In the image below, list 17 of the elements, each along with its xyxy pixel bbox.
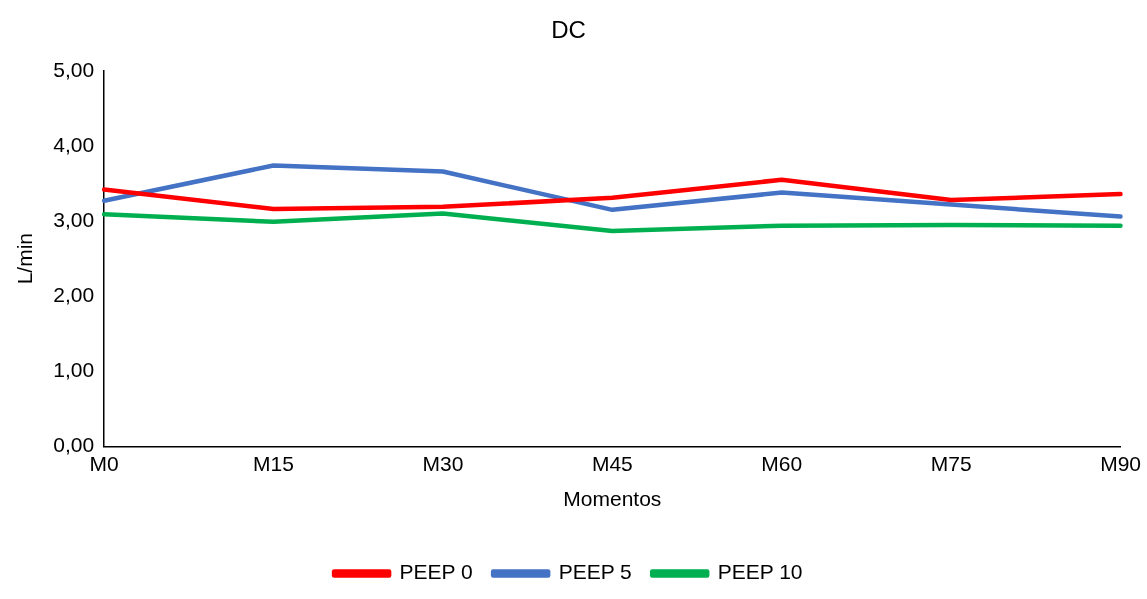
x-axis-title: Momentos [563, 487, 662, 511]
x-tick-label: M45 [591, 452, 633, 475]
chart-title: DC [551, 16, 586, 44]
y-tick-label: 5,00 [53, 57, 95, 81]
legend-label: PEEP 0 [399, 560, 473, 584]
legend-label: PEEP 5 [558, 560, 632, 584]
x-tick-label: M90 [1100, 452, 1141, 475]
y-axis-title: L/min [13, 233, 37, 285]
x-tick-label: M30 [422, 452, 464, 475]
x-tick-label: M60 [761, 452, 803, 475]
y-tick-label: 1,00 [53, 358, 95, 382]
legend-label: PEEP 10 [717, 560, 803, 584]
y-tick-label: 4,00 [53, 132, 95, 156]
y-tick-label: 2,00 [53, 283, 95, 307]
y-tick-label: 3,00 [53, 207, 95, 231]
x-tick-label: M75 [930, 452, 972, 475]
x-tick-label: M15 [253, 452, 294, 475]
